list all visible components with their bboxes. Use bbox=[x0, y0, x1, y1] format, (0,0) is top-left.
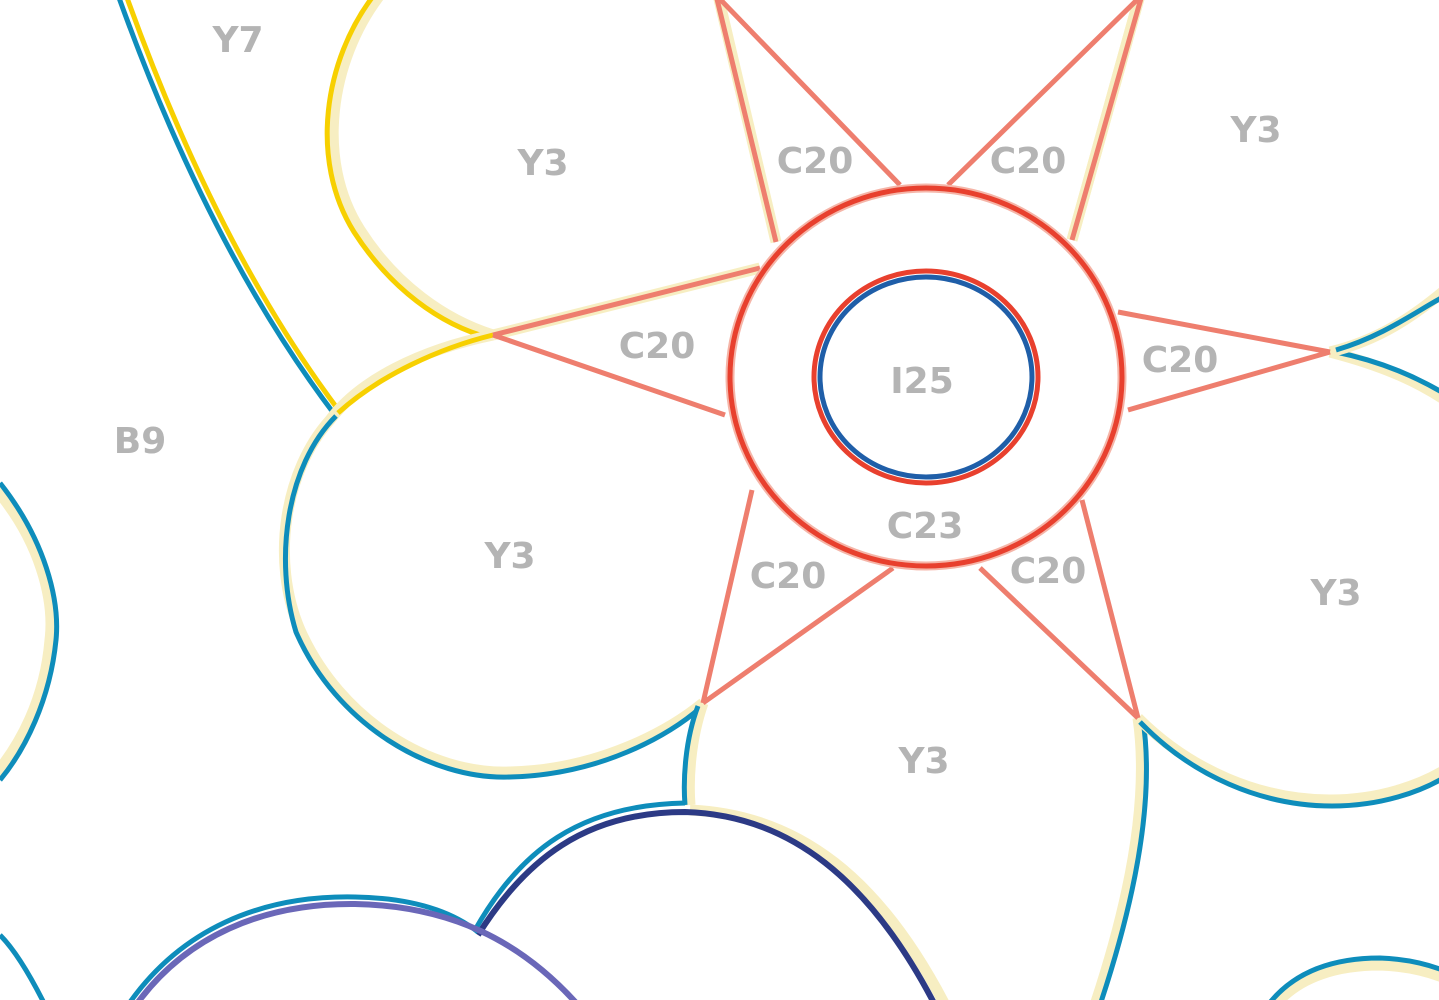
petal-bottom bbox=[681, 701, 1149, 1000]
region-label[interactable]: Y3 bbox=[897, 741, 949, 782]
region-label[interactable]: Y7 bbox=[211, 20, 263, 61]
petal-bottom-right bbox=[1134, 346, 1439, 809]
region-label[interactable]: C20 bbox=[619, 326, 696, 367]
outer-ring-line bbox=[727, 185, 1125, 569]
petal-bottom-right-bump bbox=[1268, 955, 1439, 1000]
region-label[interactable]: C20 bbox=[750, 556, 827, 597]
region-label[interactable]: C20 bbox=[777, 141, 854, 182]
region-label[interactable]: C23 bbox=[887, 506, 964, 547]
center-circle[interactable] bbox=[817, 274, 1035, 480]
center-outline bbox=[811, 268, 1041, 486]
bottom-left-line bbox=[0, 933, 46, 1000]
region-label[interactable]: Y3 bbox=[1309, 573, 1361, 614]
region-label[interactable]: C20 bbox=[1142, 340, 1219, 381]
region-label[interactable]: Y3 bbox=[483, 536, 535, 577]
region-label[interactable]: Y3 bbox=[516, 143, 568, 184]
petal-left bbox=[278, 329, 707, 780]
outer-curve-left bbox=[117, 0, 342, 417]
petal-bottom-navy bbox=[472, 800, 949, 1000]
petal-bottom-purple bbox=[128, 894, 578, 1000]
region-label[interactable]: C20 bbox=[990, 141, 1067, 182]
star-rays bbox=[492, 0, 1331, 720]
region-label[interactable]: I25 bbox=[890, 361, 954, 402]
region-label[interactable]: B9 bbox=[114, 421, 167, 462]
left-edge-petal bbox=[0, 481, 60, 782]
region-label[interactable]: C20 bbox=[1010, 551, 1087, 592]
region-label[interactable]: Y3 bbox=[1229, 110, 1281, 151]
